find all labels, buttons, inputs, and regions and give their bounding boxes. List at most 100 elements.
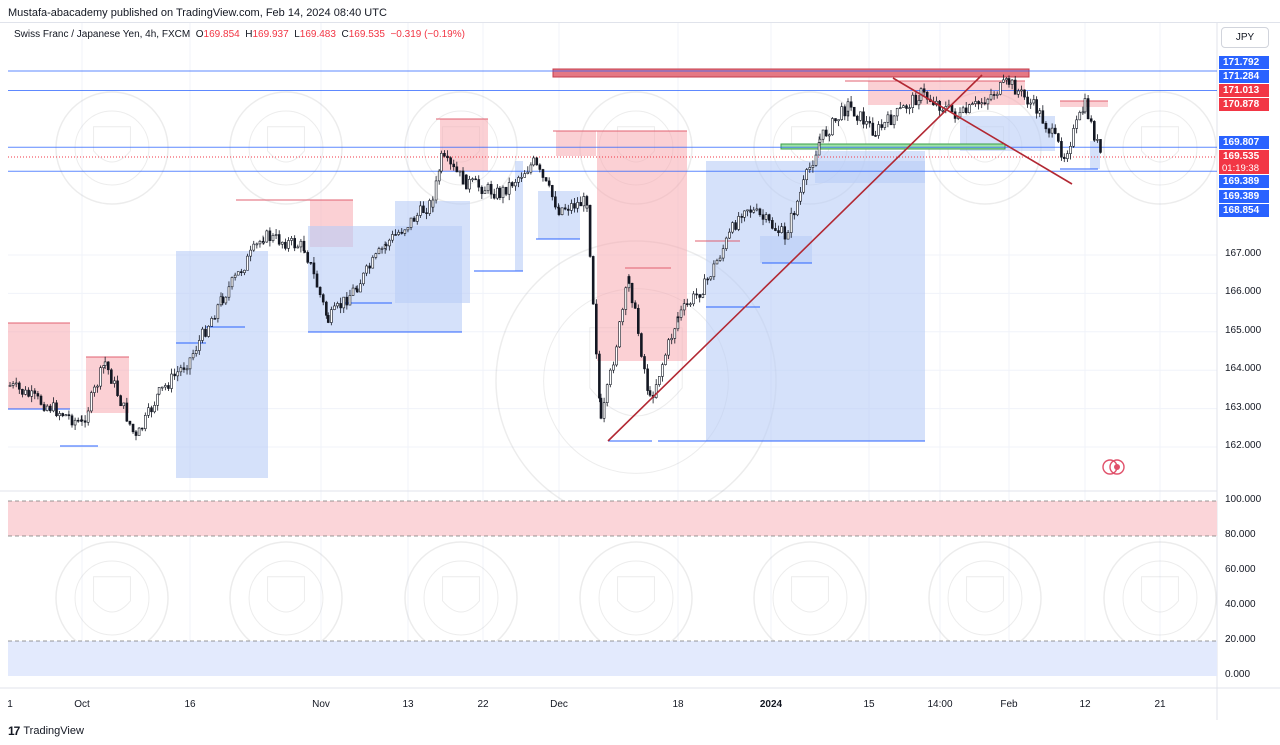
candle-body [1078, 112, 1082, 121]
candle-body [207, 325, 210, 337]
oscillator-axis-label: 20.000 [1225, 634, 1256, 645]
candle-body [93, 386, 96, 393]
candle-body [198, 340, 201, 351]
candle-body [480, 186, 484, 194]
candle-body [746, 209, 749, 212]
badge-ring-inner [947, 560, 1023, 636]
candle-body [182, 367, 186, 370]
candle-body [262, 241, 265, 244]
candle-body [377, 248, 381, 254]
candle-body [755, 208, 759, 211]
candle-body [468, 178, 471, 190]
candle-body [86, 410, 90, 423]
candle-body [1086, 98, 1090, 120]
badge-ring-inner [1122, 110, 1198, 186]
candle-body [293, 238, 296, 249]
candle-body [883, 122, 887, 128]
candle-body [1016, 90, 1020, 95]
candle-body [128, 420, 132, 425]
candle-body [734, 222, 737, 230]
candle-body [799, 191, 802, 202]
candle-body [808, 167, 812, 170]
candle-body [554, 196, 557, 208]
supply-zone [556, 131, 596, 156]
candle-body [1099, 139, 1102, 153]
candle-body [1026, 96, 1029, 105]
demand-zone [395, 201, 470, 303]
chart-area[interactable] [0, 22, 1280, 720]
badge-shield [93, 576, 131, 613]
candle-body [917, 100, 921, 106]
candle-body [422, 205, 425, 213]
candle-body [724, 237, 728, 249]
candle-body [496, 187, 499, 199]
candle-body [964, 107, 968, 114]
candle-body [967, 104, 971, 114]
candle-body [761, 214, 765, 220]
candle-body [541, 169, 545, 178]
candle-body [547, 180, 551, 186]
candle-body [299, 240, 303, 248]
badge-shield [589, 327, 683, 417]
candle-body [431, 199, 435, 208]
watermark-badge [55, 91, 169, 205]
candle-body [911, 94, 915, 108]
currency-button[interactable]: JPY [1221, 27, 1269, 48]
candle-body [140, 427, 144, 430]
time-axis-label: 16 [184, 699, 196, 710]
candle-body [664, 354, 667, 365]
support-band [780, 143, 1006, 150]
candle-body [670, 338, 674, 341]
candle-body [21, 388, 24, 395]
candle-body [449, 157, 452, 165]
candle-body [265, 230, 269, 243]
candle-body [598, 353, 601, 399]
demand-zone [176, 251, 268, 478]
candle-body [240, 271, 243, 274]
candle-body [1010, 79, 1014, 85]
time-axis-label: 2024 [759, 699, 783, 710]
candle-body [24, 389, 27, 395]
candle-body [1044, 122, 1048, 130]
badge-shield [1141, 576, 1179, 613]
trendlines [607, 74, 1073, 442]
candle-body [796, 200, 799, 216]
candle-body [39, 395, 43, 405]
zones [8, 68, 1108, 478]
symbol-legend[interactable]: Swiss Franc / Japanese Yen, 4h, FXCM O16… [14, 29, 465, 40]
candle-body [403, 229, 407, 234]
candle-body [749, 209, 752, 213]
candle-body [345, 296, 349, 306]
candle-body [33, 390, 37, 394]
demand-zone [1090, 141, 1100, 169]
candle-body [1075, 119, 1078, 129]
candle-body [362, 272, 365, 285]
candle-body [636, 307, 640, 334]
oscillator-axis-label: 60.000 [1225, 564, 1256, 575]
chart-canvas[interactable] [0, 23, 1280, 720]
candle-body [188, 357, 192, 370]
candle-body [529, 164, 533, 173]
candle-body [566, 208, 570, 211]
candle-body [42, 404, 46, 411]
candle-body [1005, 78, 1008, 81]
candle-body [227, 286, 231, 298]
candle-body [977, 101, 980, 105]
candle-body [922, 88, 926, 93]
price-axis-label: 164.000 [1225, 363, 1262, 375]
candle-body [52, 402, 55, 412]
candle-body [471, 178, 474, 181]
candle-body [712, 263, 716, 278]
candle-body [895, 107, 899, 117]
candle-body [535, 157, 539, 166]
candle-body [582, 196, 586, 207]
candle-body [434, 180, 438, 201]
candle-body [474, 178, 477, 181]
candle-body [455, 166, 459, 173]
candle-body [351, 287, 355, 296]
candle-body [608, 369, 612, 385]
published-caption: Mustafa-abacademy published on TradingVi… [8, 7, 387, 19]
candle-body [612, 364, 615, 371]
candle-body [594, 303, 598, 355]
badge-ring-outer [579, 541, 693, 655]
